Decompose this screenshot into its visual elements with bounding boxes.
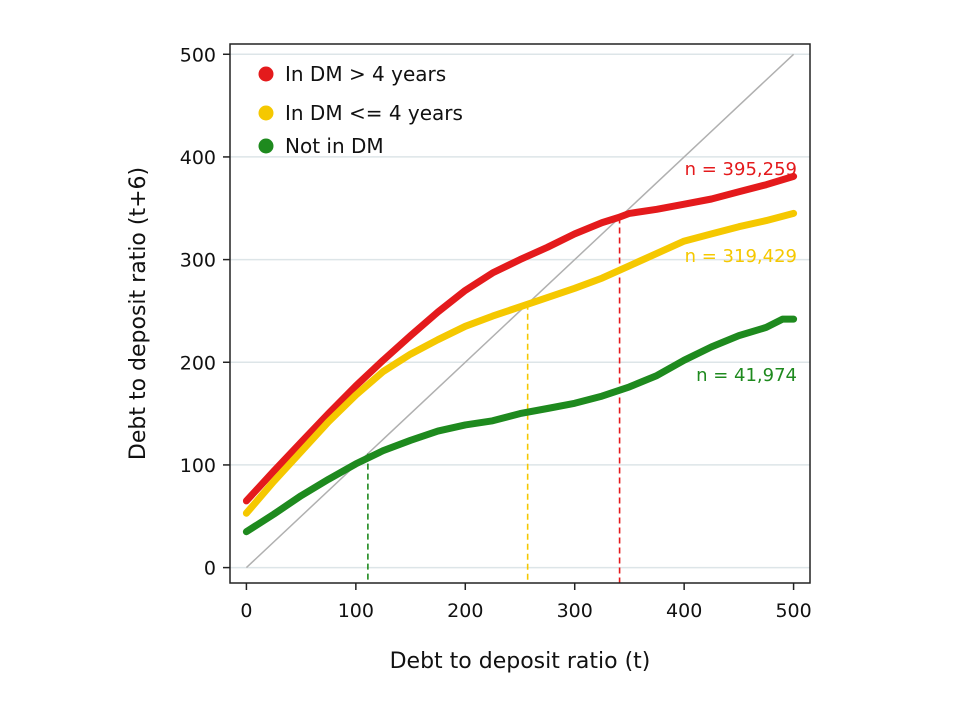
series-line xyxy=(242,209,798,517)
legend-marker xyxy=(258,138,274,154)
y-axis-title: Debt to deposit ratio (t+6) xyxy=(126,167,151,460)
n-label: n = 319,429 xyxy=(685,246,797,267)
x-tick-label: 100 xyxy=(338,600,374,622)
y-tick-label: 300 xyxy=(180,250,216,272)
y-tick-label: 100 xyxy=(180,455,216,477)
legend-marker xyxy=(258,105,274,121)
x-tick-label: 0 xyxy=(240,600,252,622)
y-tick-label: 400 xyxy=(180,147,216,169)
n-label: n = 41,974 xyxy=(696,365,797,386)
x-axis-title: Debt to deposit ratio (t) xyxy=(390,649,651,674)
n-label: n = 395,259 xyxy=(685,159,797,180)
legend: In DM > 4 years In DM <= 4 years Not in DM xyxy=(258,62,463,158)
x-tick-label: 300 xyxy=(557,600,593,622)
x-tick-label: 400 xyxy=(666,600,702,622)
plot-frame xyxy=(229,43,811,584)
y-axis-ticks: 0 100 200 300 400 500 xyxy=(180,44,230,580)
n-labels: n = 395,259 n = 319,429 n = 41,974 xyxy=(685,159,797,386)
x-tick-label: 500 xyxy=(775,600,811,622)
x-axis-ticks: 0 100 200 300 400 500 xyxy=(240,583,812,622)
x-tick-label: 200 xyxy=(447,600,483,622)
legend-marker xyxy=(258,66,274,82)
legend-label: In DM > 4 years xyxy=(285,62,446,86)
y-tick-label: 0 xyxy=(204,558,216,580)
legend-label: Not in DM xyxy=(285,134,384,158)
series-lines xyxy=(242,172,798,536)
y-tick-label: 200 xyxy=(180,352,216,374)
reference-diagonal xyxy=(245,53,795,569)
reference-line xyxy=(245,53,795,569)
series-line xyxy=(242,315,798,536)
series-line xyxy=(242,172,798,505)
crossing-droplines xyxy=(367,217,621,583)
grid-lines xyxy=(230,53,810,569)
legend-label: In DM <= 4 years xyxy=(285,101,463,125)
y-tick-label: 500 xyxy=(180,44,216,66)
